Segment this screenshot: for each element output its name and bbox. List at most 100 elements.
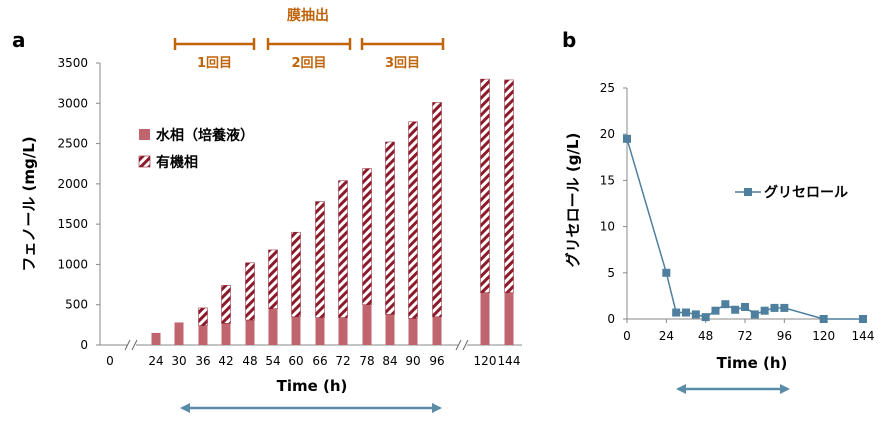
chart-b-x-tick-label: 72 — [737, 329, 752, 343]
extraction-stage-brackets: 1回目 2回目 3回目 — [173, 38, 445, 71]
chart-a-bars — [151, 78, 514, 345]
bar-aqueous-phase — [174, 322, 184, 345]
chart-a-legend: 水相（培養液） 有機相 — [138, 127, 254, 171]
data-point-glycerol — [682, 308, 690, 317]
data-point-glycerol — [623, 134, 631, 143]
legend-marker-glycerol — [744, 188, 752, 196]
chart-a-x-tick-label: 84 — [382, 354, 397, 368]
data-point-glycerol — [770, 303, 779, 312]
chart-a-x-tick-label: 30 — [171, 354, 186, 368]
chart-a-x-tick-label: 60 — [288, 354, 303, 368]
chart-b-legend: グリセロール — [735, 184, 848, 201]
bar-aqueous-phase — [385, 314, 395, 345]
panel-b-label: b — [562, 28, 576, 52]
data-point-glycerol — [741, 302, 749, 311]
chart-a-y-tick-label: 1500 — [57, 217, 88, 231]
data-point-glycerol — [760, 306, 769, 315]
chart-a-y-tick-label: 0 — [80, 338, 88, 352]
chart-a-x-tick-label: 0 — [106, 354, 114, 368]
chart-b-x-tick-label: 48 — [698, 329, 713, 343]
chart-a-y-tick-label: 500 — [65, 298, 88, 312]
bar-aqueous-phase — [151, 332, 161, 345]
chart-a-x-tick-label: 54 — [265, 354, 280, 368]
bar-aqueous-phase — [221, 323, 231, 345]
chart-b-x-tick-label: 144 — [852, 329, 875, 343]
chart-a-x-tick-label: 42 — [218, 354, 233, 368]
chart-b-y-tick-label: 15 — [600, 173, 615, 187]
bar-aqueous-phase — [504, 292, 514, 345]
data-point-glycerol — [721, 300, 730, 309]
bar-organic-phase — [338, 180, 348, 318]
bar-organic-phase — [408, 121, 418, 319]
membrane-extraction-title: 膜抽出 — [287, 7, 329, 24]
data-point-glycerol — [780, 303, 789, 312]
bar-organic-phase — [362, 168, 372, 305]
chart-a-y-tick-label: 2000 — [57, 177, 88, 191]
data-point-glycerol — [701, 313, 710, 322]
chart-a-x-tick-label: 72 — [335, 354, 350, 368]
axis-break-mark — [462, 339, 469, 351]
chart-a-y-tick-label: 3500 — [57, 56, 88, 70]
legend-label-glycerol: グリセロール — [764, 184, 848, 201]
stage-label: 1回目 — [197, 56, 232, 71]
bar-aqueous-phase — [268, 308, 278, 345]
data-point-glycerol — [662, 268, 671, 277]
legend-label-organic: 有機相 — [156, 154, 198, 171]
bar-organic-phase — [268, 249, 278, 309]
data-point-glycerol — [691, 310, 700, 319]
chart-b-y-tick-label: 25 — [600, 81, 615, 95]
bar-organic-phase — [315, 201, 325, 318]
chart-b-x-tick-label: 24 — [659, 329, 674, 343]
stage-label: 3回目 — [385, 56, 420, 71]
bar-organic-phase — [504, 79, 514, 293]
legend-swatch-aqueous — [139, 129, 150, 140]
chart-a-y-ticks: 0 500 1000 1500 2000 2500 3000 3500 — [57, 56, 100, 352]
axis-break-mark — [131, 339, 138, 351]
bar-aqueous-phase — [432, 316, 442, 345]
bar-organic-phase — [432, 102, 442, 318]
data-point-glycerol — [859, 315, 867, 323]
legend-swatch-organic — [138, 155, 151, 168]
bar-organic-phase — [291, 231, 301, 318]
bar-aqueous-phase — [480, 292, 490, 345]
chart-a-axes — [99, 63, 522, 346]
chart-b-y-tick-label: 5 — [607, 266, 615, 280]
bar-aqueous-phase — [315, 317, 325, 345]
chart-a-x-tick-label: 48 — [242, 354, 257, 368]
chart-b-series — [623, 134, 867, 323]
chart-a-y-tick-label: 2500 — [57, 137, 88, 151]
chart-b-x-tick-label: 96 — [777, 329, 792, 343]
bar-aqueous-phase — [291, 316, 301, 345]
bar-aqueous-phase — [198, 325, 208, 345]
stage-label: 2回目 — [291, 56, 326, 71]
data-point-glycerol — [672, 308, 681, 317]
axis-break-mark — [455, 339, 462, 351]
bar-aqueous-phase — [362, 304, 372, 345]
chart-a-x-ticks: 0 24 30 36 42 48 54 60 66 72 78 84 90 96 120 144 — [106, 354, 520, 368]
chart-b-y-tick-label: 0 — [607, 312, 615, 326]
data-point-glycerol — [711, 306, 720, 315]
chart-a-x-tick-label: 90 — [405, 354, 420, 368]
panel-a-label: a — [12, 28, 26, 52]
chart-a-x-tick-label: 96 — [429, 354, 444, 368]
chart-a-y-label: フェノール (mg/L) — [20, 136, 38, 271]
bar-aqueous-phase — [245, 320, 255, 345]
bar-organic-phase — [480, 78, 490, 293]
chart-a-x-tick-label: 144 — [498, 354, 521, 368]
chart-b-x-ticks: 0 24 48 72 96 120 144 — [623, 319, 874, 343]
chart-a-x-tick-label: 120 — [474, 354, 497, 368]
chart-b-y-tick-label: 20 — [600, 127, 615, 141]
bar-organic-phase — [221, 285, 231, 324]
data-point-glycerol — [750, 310, 759, 319]
data-point-glycerol — [819, 315, 828, 323]
chart-a-x-tick-label: 66 — [312, 354, 327, 368]
chart-b-y-label: グリセロール (g/L) — [564, 133, 582, 268]
chart-a-x-tick-label: 78 — [359, 354, 374, 368]
chart-b-axes — [626, 88, 865, 320]
chart-a-y-tick-label: 3000 — [57, 96, 88, 110]
axis-break-gap — [458, 341, 467, 349]
bar-organic-phase — [198, 307, 208, 326]
chart-b-x-tick-label: 120 — [812, 329, 835, 343]
chart-a-x-tick-label: 36 — [195, 354, 210, 368]
